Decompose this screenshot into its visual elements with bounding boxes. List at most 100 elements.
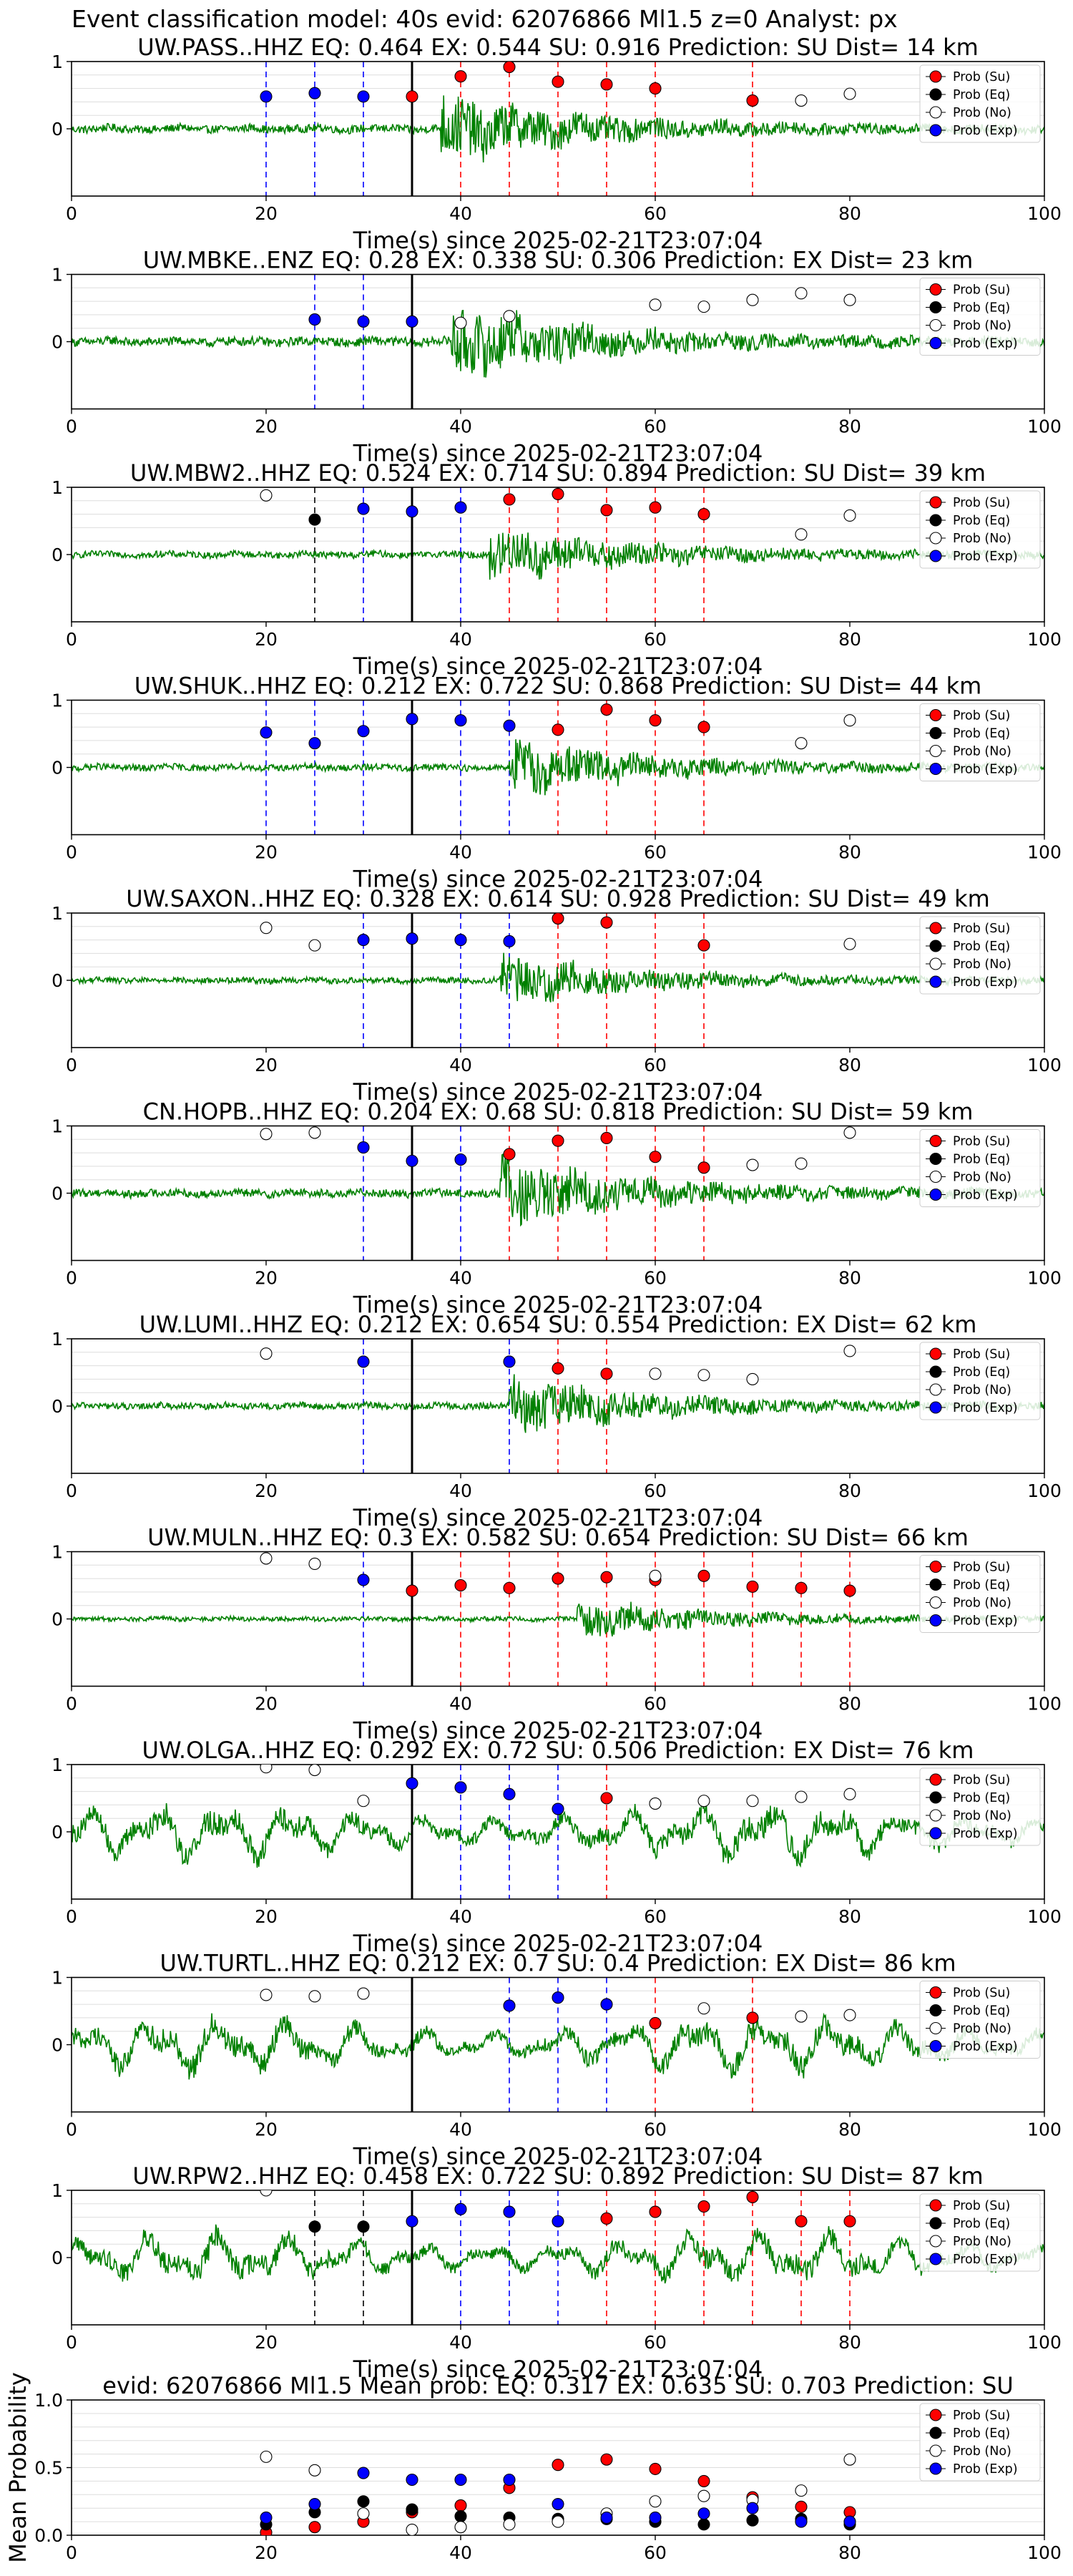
panel-title: UW.SAXON..HHZ EQ: 0.328 EX: 0.614 SU: 0.… (126, 885, 990, 912)
y-tick-label: 1 (52, 1755, 63, 1775)
x-tick-label: 20 (255, 2119, 278, 2140)
prob-exp-point (795, 2515, 808, 2528)
x-tick-label: 100 (1027, 1694, 1062, 1714)
prob-no-point (260, 489, 273, 502)
prob-no-point (260, 922, 273, 935)
prob-no-point (649, 2495, 662, 2508)
x-tick-label: 0 (66, 842, 77, 863)
legend-label: Prob (Su) (953, 496, 1010, 510)
legend-marker-no (929, 957, 942, 970)
prob-su-point (746, 2190, 759, 2203)
prob-su-point (600, 2212, 613, 2225)
prob-exp-point (454, 714, 467, 727)
prob-no-point (454, 316, 467, 329)
x-tick-label: 60 (644, 203, 667, 224)
y-tick-label: 0 (52, 2035, 63, 2056)
prob-exp-point (454, 934, 467, 947)
x-tick-label: 0 (66, 416, 77, 437)
legend-label: Prob (Exp) (953, 1827, 1018, 1841)
legend-marker-eq (929, 940, 942, 952)
x-tick-label: 100 (1027, 842, 1062, 863)
legend-label: Prob (Eq) (953, 2217, 1010, 2231)
legend-marker-exp (929, 2253, 942, 2265)
legend-label: Prob (Su) (953, 1773, 1010, 1787)
x-tick-label: 80 (838, 1906, 861, 1927)
panel-title: UW.LUMI..HHZ EQ: 0.212 EX: 0.654 SU: 0.5… (139, 1311, 977, 1338)
legend-label: Prob (Su) (953, 2409, 1010, 2423)
legend-label: Prob (No) (953, 319, 1011, 333)
y-tick-label: 0 (52, 2248, 63, 2268)
legend-marker-no (929, 1809, 942, 1822)
x-tick-label: 40 (449, 2542, 472, 2563)
legend-marker-eq (929, 726, 942, 740)
legend-label: Prob (Su) (953, 70, 1010, 84)
prob-exp-point (357, 315, 370, 328)
legend-marker-su (929, 496, 942, 509)
x-tick-label: 0 (66, 1480, 77, 1501)
x-tick-label: 20 (255, 2332, 278, 2353)
legend-label: Prob (Exp) (953, 2462, 1018, 2477)
y-tick-label: 0.0 (34, 2525, 63, 2546)
legend-label: Prob (Exp) (953, 1614, 1018, 1629)
prob-no-point (308, 939, 321, 952)
legend-label: Prob (No) (953, 1171, 1011, 1185)
legend-marker-eq (929, 1365, 942, 1378)
legend: Prob (Su) Prob (Eq) Prob (No) Prob (Exp) (919, 278, 1041, 356)
prob-exp-point (406, 505, 418, 518)
legend-marker-no (929, 744, 942, 758)
x-tick-label: 80 (838, 2119, 861, 2140)
panel-12: evid: 62076866 Ml1.5 Mean prob: EQ: 0.31… (4, 2372, 1062, 2563)
x-tick-label: 0 (66, 1268, 77, 1289)
y-tick-label: 0 (52, 332, 63, 353)
legend-marker-eq (929, 2004, 942, 2017)
x-tick-label: 20 (255, 203, 278, 224)
x-tick-label: 60 (644, 2119, 667, 2140)
legend-marker-su (929, 1560, 942, 1574)
legend-label: Prob (No) (953, 957, 1011, 972)
prob-exp-point (746, 2502, 759, 2514)
prob-no-point (357, 1987, 370, 2000)
prob-no-point (843, 1787, 856, 1800)
legend-label: Prob (Eq) (953, 2004, 1010, 2019)
legend: Prob (Su) Prob (Eq) Prob (No) Prob (Exp) (919, 2193, 1041, 2272)
legend-marker-su (929, 70, 942, 83)
prob-exp-point (503, 1787, 516, 1800)
prob-no-point (843, 293, 856, 306)
legend-label: Prob (Su) (953, 2199, 1010, 2213)
y-tick-label: 1.0 (34, 2390, 63, 2411)
x-tick-label: 0 (66, 1694, 77, 1714)
x-tick-label: 60 (644, 1055, 667, 1075)
x-tick-label: 0 (66, 2332, 77, 2353)
x-tick-label: 0 (66, 203, 77, 224)
x-tick-label: 0 (66, 2119, 77, 2140)
legend-marker-eq (929, 1152, 942, 1166)
x-tick-label: 20 (255, 842, 278, 863)
x-tick-label: 100 (1027, 629, 1062, 650)
panel-6: CN.HOPB..HHZ EQ: 0.204 EX: 0.68 SU: 0.81… (52, 1098, 1062, 1319)
prob-exp-point (600, 1998, 613, 2011)
x-tick-label: 40 (449, 1055, 472, 1075)
x-tick-label: 100 (1027, 416, 1062, 437)
x-axis-label: Time(s) since 2025-02-21T23:07:04 (353, 866, 763, 893)
legend-marker-exp (929, 550, 942, 562)
panel-3: UW.MBW2..HHZ EQ: 0.524 EX: 0.714 SU: 0.8… (52, 459, 1062, 680)
prob-exp-point (406, 2215, 418, 2228)
legend-marker-no (929, 318, 942, 332)
legend-marker-no (929, 106, 942, 119)
y-tick-label: 0 (52, 1609, 63, 1630)
x-tick-label: 40 (449, 629, 472, 650)
prob-no-point (843, 2009, 856, 2021)
y-tick-label: 1 (52, 1329, 63, 1350)
legend-marker-exp (929, 124, 942, 137)
y-tick-label: 0 (52, 119, 63, 140)
panel-10: UW.TURTL..HHZ EQ: 0.212 EX: 0.7 SU: 0.4 … (52, 1950, 1062, 2170)
legend-marker-su (929, 1347, 942, 1360)
x-axis-label: Time(s) since 2025-02-21T23:07:04 (353, 1292, 763, 1319)
x-tick-label: 0 (66, 1055, 77, 1075)
x-tick-label: 20 (255, 629, 278, 650)
x-axis-label: Time(s) since 2025-02-21T23:07:04 (353, 227, 763, 254)
legend-marker-exp (929, 1827, 942, 1840)
prob-no-point (649, 298, 662, 311)
prob-su-point (552, 723, 564, 736)
